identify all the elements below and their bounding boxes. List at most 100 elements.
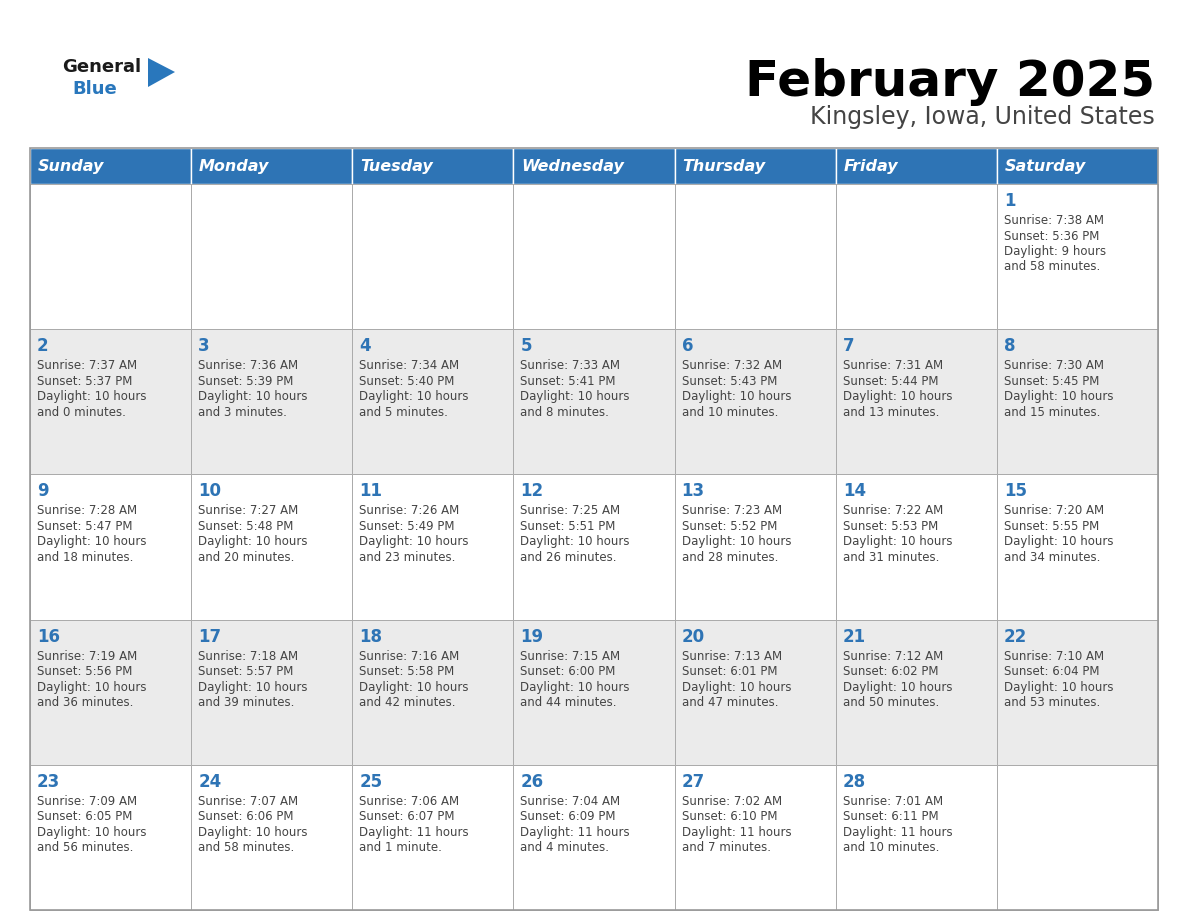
Text: Sunrise: 7:38 AM: Sunrise: 7:38 AM [1004, 214, 1104, 227]
Text: 9: 9 [37, 482, 49, 500]
Text: Sunrise: 7:20 AM: Sunrise: 7:20 AM [1004, 504, 1104, 518]
Text: Sunset: 5:43 PM: Sunset: 5:43 PM [682, 375, 777, 387]
Text: 17: 17 [198, 628, 221, 645]
Polygon shape [148, 58, 175, 87]
Bar [513, 620, 675, 765]
Text: Sunset: 6:05 PM: Sunset: 6:05 PM [37, 811, 132, 823]
Text: Daylight: 10 hours: Daylight: 10 hours [682, 680, 791, 694]
Bar [835, 765, 997, 910]
Text: Sunset: 6:06 PM: Sunset: 6:06 PM [198, 811, 293, 823]
Bar [513, 330, 675, 475]
Text: Daylight: 10 hours: Daylight: 10 hours [198, 390, 308, 403]
Text: 6: 6 [682, 337, 693, 355]
Text: Sunset: 5:53 PM: Sunset: 5:53 PM [842, 520, 939, 533]
Bar [997, 765, 1158, 910]
Text: and 39 minutes.: and 39 minutes. [198, 696, 295, 709]
Text: Sunrise: 7:04 AM: Sunrise: 7:04 AM [520, 795, 620, 808]
Text: Tuesday: Tuesday [360, 159, 434, 174]
Text: 20: 20 [682, 628, 704, 645]
Text: Daylight: 10 hours: Daylight: 10 hours [682, 535, 791, 548]
Bar [191, 184, 353, 330]
Bar [353, 330, 513, 475]
Text: Daylight: 10 hours: Daylight: 10 hours [1004, 390, 1113, 403]
Text: and 1 minute.: and 1 minute. [359, 841, 442, 855]
Text: Daylight: 9 hours: Daylight: 9 hours [1004, 245, 1106, 258]
Text: 22: 22 [1004, 628, 1028, 645]
Text: and 10 minutes.: and 10 minutes. [842, 841, 939, 855]
Text: Sunrise: 7:09 AM: Sunrise: 7:09 AM [37, 795, 137, 808]
Text: Sunrise: 7:22 AM: Sunrise: 7:22 AM [842, 504, 943, 518]
Bar [191, 475, 353, 620]
Text: and 5 minutes.: and 5 minutes. [359, 406, 448, 419]
Bar [997, 148, 1158, 184]
Text: Sunset: 5:45 PM: Sunset: 5:45 PM [1004, 375, 1099, 387]
Text: Sunrise: 7:32 AM: Sunrise: 7:32 AM [682, 359, 782, 372]
Text: Friday: Friday [843, 159, 898, 174]
Text: Sunset: 5:57 PM: Sunset: 5:57 PM [198, 666, 293, 678]
Text: General: General [62, 58, 141, 76]
Text: Daylight: 10 hours: Daylight: 10 hours [682, 390, 791, 403]
Text: Sunset: 5:36 PM: Sunset: 5:36 PM [1004, 230, 1099, 242]
Text: Sunset: 6:09 PM: Sunset: 6:09 PM [520, 811, 615, 823]
Text: Sunrise: 7:26 AM: Sunrise: 7:26 AM [359, 504, 460, 518]
Text: Daylight: 11 hours: Daylight: 11 hours [682, 826, 791, 839]
Text: Sunset: 5:39 PM: Sunset: 5:39 PM [198, 375, 293, 387]
Text: Daylight: 10 hours: Daylight: 10 hours [359, 680, 469, 694]
Text: and 44 minutes.: and 44 minutes. [520, 696, 617, 709]
Text: Daylight: 11 hours: Daylight: 11 hours [842, 826, 953, 839]
Text: 14: 14 [842, 482, 866, 500]
Bar [191, 330, 353, 475]
Text: and 56 minutes.: and 56 minutes. [37, 841, 133, 855]
Text: 21: 21 [842, 628, 866, 645]
Text: Daylight: 10 hours: Daylight: 10 hours [37, 390, 146, 403]
Text: 8: 8 [1004, 337, 1016, 355]
Text: Monday: Monday [200, 159, 270, 174]
Bar [835, 330, 997, 475]
Text: Daylight: 10 hours: Daylight: 10 hours [37, 680, 146, 694]
Text: 3: 3 [198, 337, 210, 355]
Text: Daylight: 10 hours: Daylight: 10 hours [520, 390, 630, 403]
Text: Daylight: 10 hours: Daylight: 10 hours [520, 535, 630, 548]
Text: Daylight: 10 hours: Daylight: 10 hours [842, 390, 953, 403]
Text: and 4 minutes.: and 4 minutes. [520, 841, 609, 855]
Bar [835, 148, 997, 184]
Text: and 58 minutes.: and 58 minutes. [1004, 261, 1100, 274]
Text: Daylight: 10 hours: Daylight: 10 hours [842, 535, 953, 548]
Text: Sunset: 5:52 PM: Sunset: 5:52 PM [682, 520, 777, 533]
Text: Sunset: 5:56 PM: Sunset: 5:56 PM [37, 666, 132, 678]
Text: and 47 minutes.: and 47 minutes. [682, 696, 778, 709]
Text: Wednesday: Wednesday [522, 159, 625, 174]
Text: and 36 minutes.: and 36 minutes. [37, 696, 133, 709]
Text: Sunrise: 7:28 AM: Sunrise: 7:28 AM [37, 504, 137, 518]
Bar [675, 330, 835, 475]
Text: Blue: Blue [72, 80, 116, 98]
Bar [835, 620, 997, 765]
Text: 19: 19 [520, 628, 544, 645]
Text: Sunrise: 7:34 AM: Sunrise: 7:34 AM [359, 359, 460, 372]
Text: Sunrise: 7:10 AM: Sunrise: 7:10 AM [1004, 650, 1104, 663]
Text: 25: 25 [359, 773, 383, 790]
Text: Sunrise: 7:36 AM: Sunrise: 7:36 AM [198, 359, 298, 372]
Bar [835, 475, 997, 620]
Bar [513, 184, 675, 330]
Text: 12: 12 [520, 482, 544, 500]
Text: Daylight: 10 hours: Daylight: 10 hours [198, 826, 308, 839]
Text: Sunrise: 7:27 AM: Sunrise: 7:27 AM [198, 504, 298, 518]
Bar [191, 148, 353, 184]
Text: 7: 7 [842, 337, 854, 355]
Bar [30, 148, 1158, 910]
Text: 4: 4 [359, 337, 371, 355]
Bar [997, 330, 1158, 475]
Text: Sunset: 6:04 PM: Sunset: 6:04 PM [1004, 666, 1099, 678]
Text: and 7 minutes.: and 7 minutes. [682, 841, 771, 855]
Text: Sunset: 6:01 PM: Sunset: 6:01 PM [682, 666, 777, 678]
Text: 28: 28 [842, 773, 866, 790]
Text: 24: 24 [198, 773, 221, 790]
Text: and 0 minutes.: and 0 minutes. [37, 406, 126, 419]
Text: and 20 minutes.: and 20 minutes. [198, 551, 295, 564]
Bar [675, 475, 835, 620]
Text: Sunrise: 7:16 AM: Sunrise: 7:16 AM [359, 650, 460, 663]
Bar [835, 184, 997, 330]
Text: Sunrise: 7:25 AM: Sunrise: 7:25 AM [520, 504, 620, 518]
Text: 23: 23 [37, 773, 61, 790]
